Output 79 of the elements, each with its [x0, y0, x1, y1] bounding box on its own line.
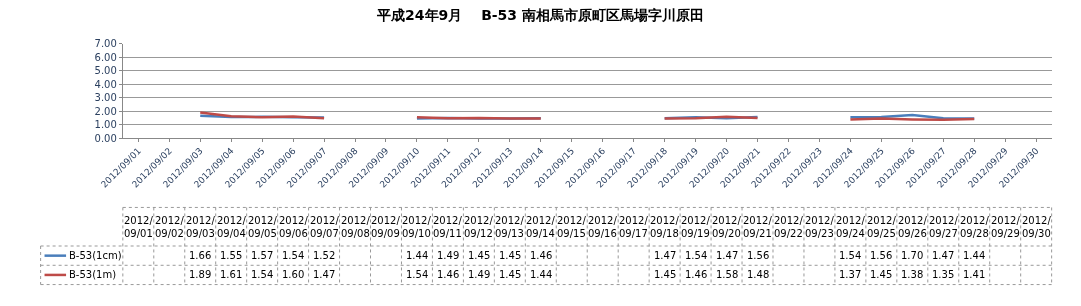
data-label: 1.54: [406, 269, 429, 280]
y-tick-label: 7.00: [94, 38, 117, 50]
data-label: 1.38: [901, 269, 924, 280]
category-label: 2012/09/17: [619, 215, 648, 239]
data-label: 1.47: [313, 269, 336, 280]
y-tick-label: 6.00: [94, 51, 117, 63]
data-label: 1.89: [189, 269, 212, 280]
data-label: 1.56: [747, 250, 770, 261]
category-label: 2012/09/18: [650, 215, 679, 239]
category-label: 2012/09/28: [960, 215, 989, 239]
category-label: 2012/09/08: [341, 215, 370, 239]
y-tick-label: 5.00: [94, 65, 117, 77]
category-label: 2012/09/07: [310, 215, 339, 239]
data-label: 1.54: [251, 269, 274, 280]
data-label: 1.45: [870, 269, 893, 280]
category-label: 2012/09/21: [743, 215, 772, 239]
data-label: 1.46: [437, 269, 460, 280]
chart-title: 平成24年9月 B-53 南相馬市原町区馬場字川原田: [376, 6, 704, 23]
data-label: 1.45: [499, 269, 522, 280]
category-label: 2012/09/22: [774, 215, 803, 239]
y-tick-label: 0.00: [94, 132, 117, 144]
category-label: 2012/09/23: [805, 215, 834, 239]
data-label: 1.45: [654, 269, 677, 280]
category-label: 2012/09/20: [712, 215, 741, 239]
data-label: 1.45: [499, 250, 522, 261]
y-tick-label: 1.00: [94, 119, 117, 131]
category-label: 2012/09/09: [371, 215, 400, 239]
legend-label: B-53(1m): [69, 269, 117, 280]
data-label: 1.45: [468, 250, 491, 261]
data-label: 1.46: [530, 250, 553, 261]
category-label: 2012/09/12: [464, 215, 493, 239]
category-label: 2012/09/11: [433, 215, 462, 239]
data-label: 1.66: [189, 250, 212, 261]
data-label: 1.57: [251, 250, 274, 261]
category-label: 2012/09/02: [155, 215, 184, 239]
data-label: 1.41: [963, 269, 986, 280]
category-label: 2012/09/30: [1022, 215, 1051, 239]
category-label: 2012/09/16: [588, 215, 617, 239]
data-label: 1.61: [220, 269, 243, 280]
category-label: 2012/09/27: [929, 215, 958, 239]
category-label: 2012/09/10: [402, 215, 431, 239]
category-label: 2012/09/29: [991, 215, 1020, 239]
data-label: 1.49: [437, 250, 460, 261]
category-label: 2012/09/26: [898, 215, 927, 239]
data-label: 1.46: [685, 269, 708, 280]
data-label: 1.58: [716, 269, 739, 280]
category-label: 2012/09/15: [557, 215, 586, 239]
data-label: 1.37: [839, 269, 862, 280]
data-label: 1.55: [220, 250, 243, 261]
data-label: 1.35: [932, 269, 955, 280]
data-label: 1.47: [654, 250, 677, 261]
y-tick-label: 2.00: [94, 105, 117, 117]
data-label: 1.49: [468, 269, 491, 280]
data-label: 1.48: [747, 269, 770, 280]
y-tick-label: 4.00: [94, 78, 117, 90]
category-label: 2012/09/04: [217, 215, 246, 239]
data-label: 1.54: [282, 250, 305, 261]
category-label: 2012/09/06: [279, 215, 308, 239]
data-label: 1.47: [932, 250, 955, 261]
data-label: 1.56: [870, 250, 893, 261]
y-tick-label: 3.00: [94, 92, 117, 104]
category-label: 2012/09/14: [526, 215, 555, 239]
data-label: 1.47: [716, 250, 739, 261]
category-label: 2012/09/03: [186, 215, 215, 239]
data-label: 1.44: [530, 269, 553, 280]
category-label: 2012/09/25: [867, 215, 896, 239]
data-label: 1.44: [406, 250, 429, 261]
data-label: 1.54: [685, 250, 708, 261]
legend-label: B-53(1cm): [69, 250, 122, 261]
data-label: 1.44: [963, 250, 986, 261]
category-label: 2012/09/13: [495, 215, 524, 239]
category-label: 2012/09/01: [124, 215, 153, 239]
data-label: 1.70: [901, 250, 924, 261]
data-label: 1.60: [282, 269, 305, 280]
category-label: 2012/09/05: [248, 215, 277, 239]
data-label: 1.52: [313, 250, 336, 261]
category-label: 2012/09/24: [836, 215, 865, 239]
category-label: 2012/09/19: [681, 215, 710, 239]
data-label: 1.54: [839, 250, 862, 261]
